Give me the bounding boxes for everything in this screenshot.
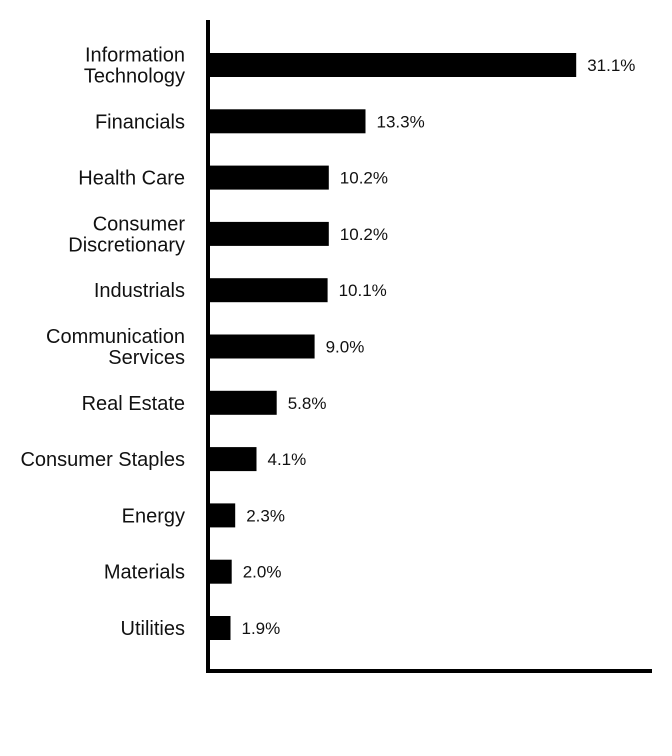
data-label: 31.1% [587,56,635,75]
category-label: Health Care [78,168,185,190]
category-label: Industrials [94,280,185,302]
bar [208,278,328,303]
category-label: Consumer Discretionary [68,213,185,256]
category-label-line: Consumer [93,213,186,235]
category-label-line: Energy [122,505,185,527]
category-label: Materials [104,562,185,584]
category-label-line: Utilities [121,618,185,640]
bar [208,559,232,584]
bar [208,390,277,415]
category-label: Communication Services [46,326,185,369]
category-label-line: Information [85,45,185,67]
category-label-line: Consumer Staples [20,449,185,471]
category-label-line: Financials [95,111,185,133]
bar [208,503,236,528]
category-label-line: Real Estate [82,393,185,415]
data-label: 4.1% [268,450,307,469]
bar [208,334,315,359]
category-label: Financials [95,111,185,133]
bar [208,109,366,134]
category-label-line: Discretionary [68,234,185,256]
bar [208,221,329,246]
data-label: 9.0% [326,338,365,357]
data-label: 1.9% [242,619,281,638]
bar [208,165,329,190]
category-label: Information Technology [84,45,185,88]
category-label: Utilities [121,618,185,640]
data-label: 10.1% [339,281,387,300]
data-label: 13.3% [377,112,425,131]
bar [208,53,577,77]
category-label: Energy [122,505,185,527]
data-label: 2.0% [243,563,282,582]
category-label: Real Estate [82,393,185,415]
category-label-line: Materials [104,562,185,584]
labels-layer: 31.1% Information Technology 13.3% Financial… [20,45,635,641]
category-label-line: Industrials [94,280,185,302]
category-label-line: Services [108,347,185,369]
bars-layer [208,53,577,640]
data-label: 2.3% [246,506,285,525]
data-label: 5.8% [288,394,327,413]
category-label: Consumer Staples [20,449,185,471]
category-label-line: Communication [46,326,185,348]
data-label: 10.2% [340,225,388,244]
bar [208,616,231,640]
category-label-line: Technology [84,66,185,88]
category-label-line: Health Care [78,168,185,190]
data-label: 10.2% [340,169,388,188]
bar [208,447,257,472]
